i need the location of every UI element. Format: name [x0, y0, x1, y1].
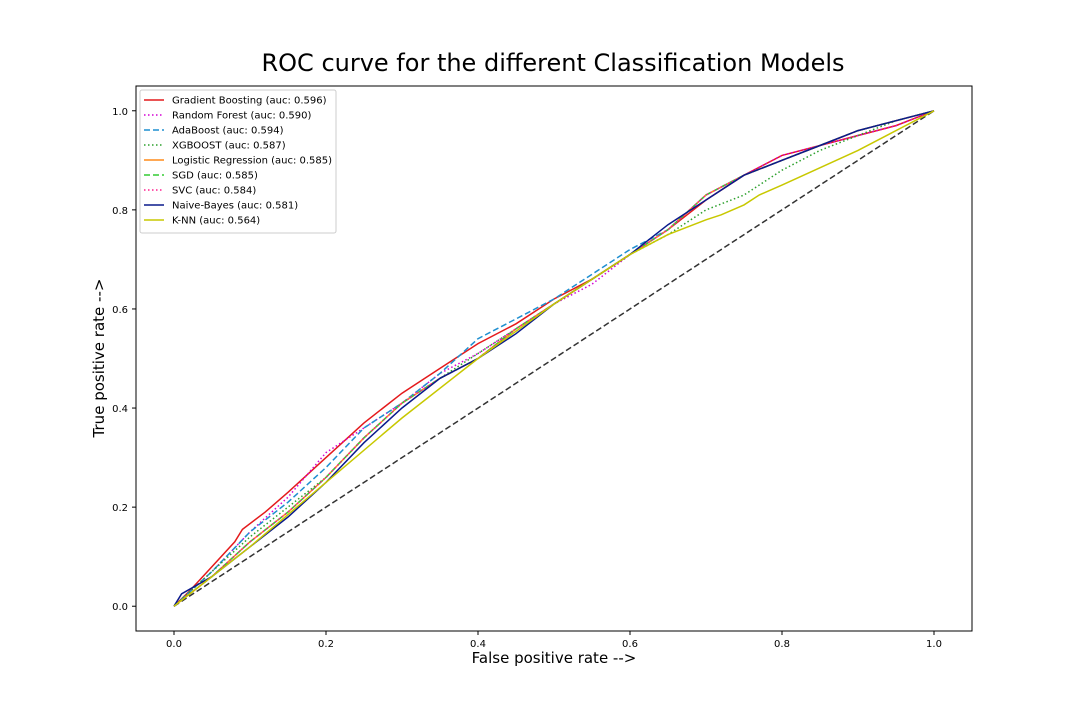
y-tick-label: 0.6	[112, 305, 128, 316]
y-tick-label: 0.2	[112, 503, 128, 514]
y-tick-label: 0.4	[112, 404, 128, 415]
series-line-8	[173, 110, 935, 607]
y-axis-label: True positive rate -->	[90, 279, 108, 439]
plot-frame	[135, 85, 973, 632]
x-tick-label: 0.8	[774, 639, 790, 650]
legend-box	[139, 89, 337, 234]
legend-label-5: SGD (auc: 0.585)	[172, 171, 258, 182]
series-line-3	[173, 110, 935, 607]
y-tick-label: 0.8	[112, 206, 128, 217]
x-tick-label: 0.6	[622, 639, 638, 650]
series-line-7	[173, 110, 935, 607]
legend-label-6: SVC (auc: 0.584)	[172, 186, 256, 197]
legend: Gradient Boosting (auc: 0.596) Random For…	[139, 89, 337, 234]
x-tick-label: 0.2	[318, 639, 334, 650]
plot-area	[173, 110, 935, 607]
legend-label-1: Random Forest (auc: 0.590)	[172, 111, 311, 122]
series-line-6	[173, 110, 935, 607]
legend-label-4: Logistic Regression (auc: 0.585)	[172, 156, 332, 167]
x-axis-label: False positive rate -->	[472, 649, 637, 667]
axis-ticks: 0.0 0.2 0.4 0.6 0.8 1.0 0.0 0.2 0.4 0.6 0.8 1.0	[112, 107, 942, 650]
y-tick-label: 0.0	[112, 602, 128, 613]
y-tick-label: 1.0	[112, 107, 128, 118]
legend-label-8: K-NN (auc: 0.564)	[172, 216, 260, 227]
chart-title: ROC curve for the different Classificati…	[261, 49, 844, 77]
legend-label-7: Naive-Bayes (auc: 0.581)	[172, 201, 298, 212]
x-tick-label: 1.0	[926, 639, 942, 650]
x-tick-label: 0.4	[470, 639, 486, 650]
chance-line	[173, 110, 935, 607]
x-tick-label: 0.0	[166, 639, 182, 650]
legend-label-3: XGBOOST (auc: 0.587)	[172, 141, 286, 152]
legend-label-0: Gradient Boosting (auc: 0.596)	[172, 96, 327, 107]
legend-label-2: AdaBoost (auc: 0.594)	[172, 126, 284, 137]
